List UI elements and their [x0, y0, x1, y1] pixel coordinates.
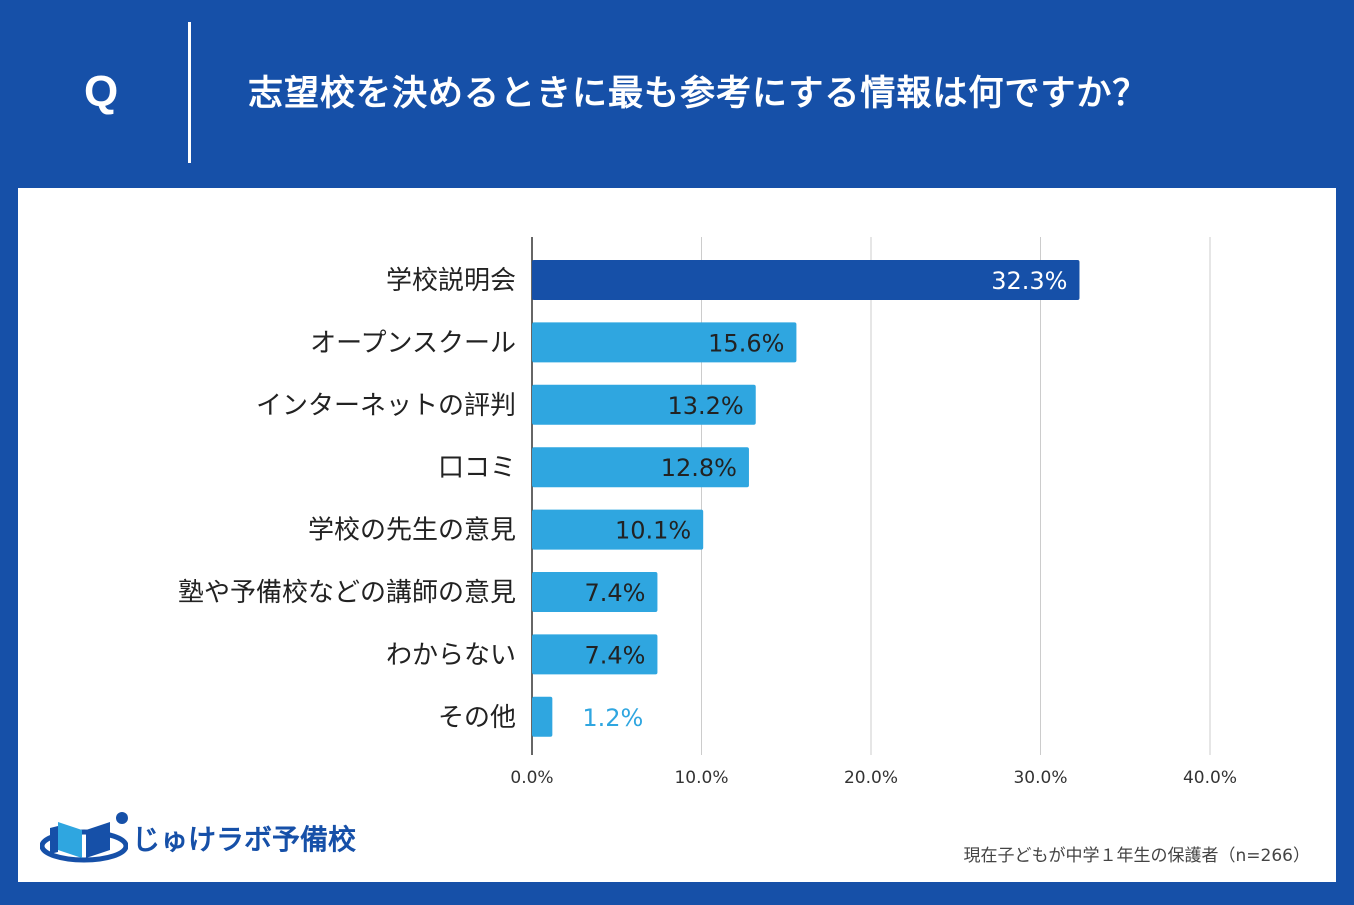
book-logo-icon: [39, 812, 129, 863]
value-label: 15.6%: [708, 329, 784, 357]
gridlines: [531, 237, 1211, 755]
value-label: 32.3%: [991, 267, 1067, 295]
value-label: 13.2%: [667, 392, 743, 420]
bar: [532, 634, 658, 675]
footnote: 現在子どもが中学１年生の保護者（n=266）: [963, 846, 1310, 866]
category-label: わからない: [386, 640, 516, 670]
category-labels: 学校説明会オープンスクールインターネットの評判口コミ学校の先生の意見塾や予備校な…: [178, 266, 516, 733]
category-label: 塾や予備校などの講師の意見: [178, 578, 516, 608]
category-label: その他: [438, 703, 516, 733]
value-labels: 32.3% 15.6% 13.2% 12.8% 10.1% 7.4% 7.4% 1.2%: [582, 267, 1067, 732]
q-mark: Q: [84, 67, 119, 116]
question-title: 志望校を決めるときに最も参考にする情報は何ですか？: [248, 74, 1149, 114]
bar: [532, 696, 553, 737]
category-label: 口コミ: [438, 453, 516, 483]
x-tick-label: 20.0%: [844, 768, 898, 788]
logo: じゅけラボ予備校: [39, 808, 360, 872]
value-label: 7.4%: [584, 641, 645, 669]
category-label: オープンスクール: [310, 328, 516, 358]
category-label: 学校説明会: [386, 266, 516, 296]
bar: [532, 322, 797, 363]
bar: [532, 447, 749, 488]
bar: [532, 384, 756, 425]
header: Q 志望校を決めるときに最も参考にする情報は何ですか？: [0, 0, 1354, 188]
x-tick-label: 40.0%: [1183, 768, 1237, 788]
value-label: 1.2%: [582, 704, 643, 732]
value-label: 12.8%: [661, 454, 737, 482]
bar: [532, 260, 1080, 300]
header-divider: [188, 22, 191, 163]
bar: [532, 509, 704, 550]
x-tick-label: 0.0%: [510, 768, 553, 788]
x-tick-labels: 0.0% 10.0% 20.0% 30.0% 40.0%: [510, 768, 1237, 788]
category-label: インターネットの評判: [256, 391, 516, 421]
bar: [532, 572, 658, 612]
x-tick-label: 10.0%: [674, 768, 728, 788]
category-label: 学校の先生の意見: [308, 516, 516, 546]
value-label: 10.1%: [615, 517, 691, 545]
value-label: 7.4%: [584, 579, 645, 607]
logo-text: じゅけラボ予備校: [132, 823, 357, 856]
bars: [532, 260, 1080, 737]
x-tick-label: 30.0%: [1013, 768, 1067, 788]
